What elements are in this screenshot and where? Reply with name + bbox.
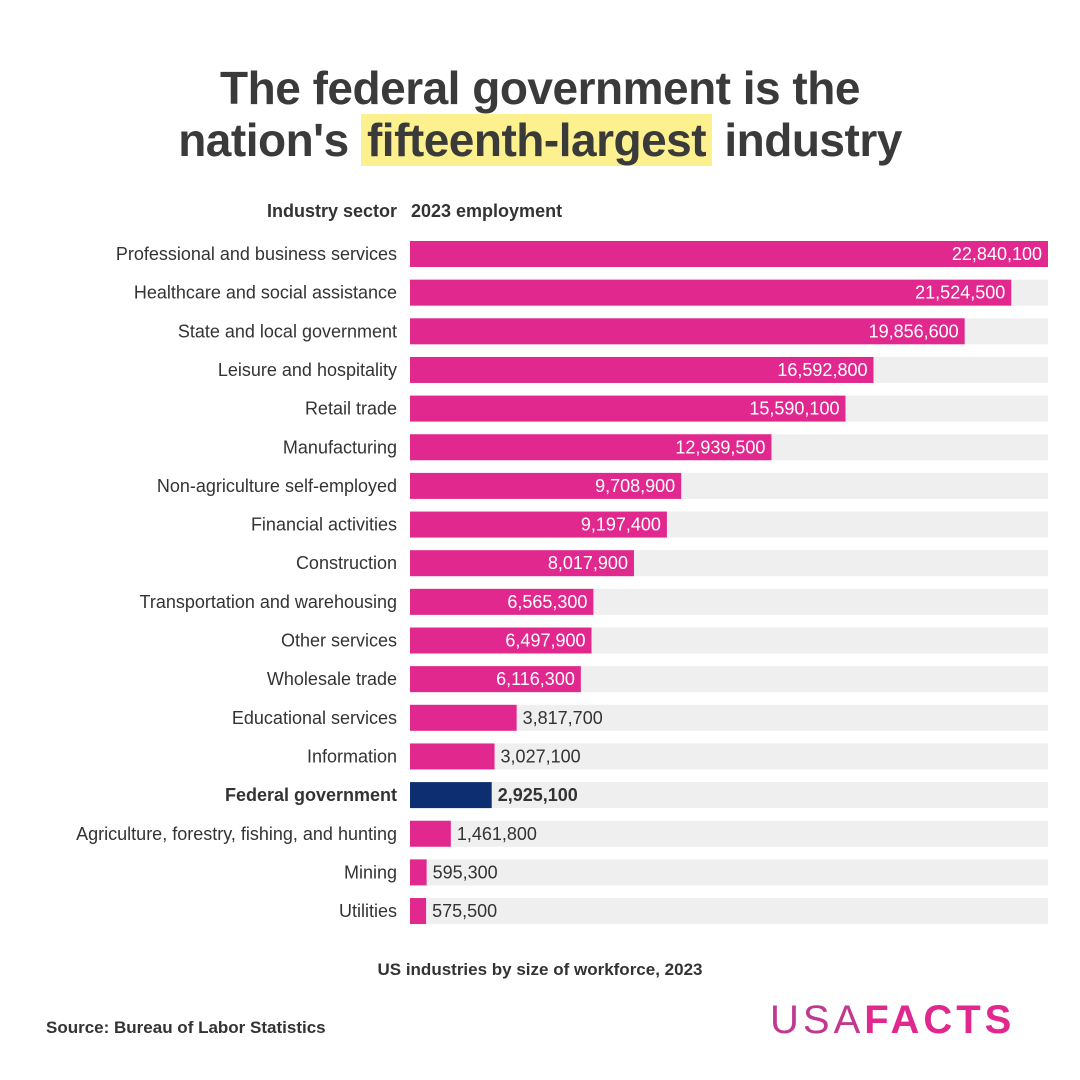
category-label: Agriculture, forestry, fishing, and hunt… [76,824,397,844]
title-line-2: nation's fifteenth-largest industry [0,114,1080,166]
value-label: 6,497,900 [505,631,585,651]
bar [410,588,594,615]
category-label: Leisure and hospitality [218,360,397,380]
value-label: 595,300 [433,862,498,882]
bar [410,666,581,693]
category-label: Financial activities [251,515,397,535]
category-label: Mining [344,862,397,882]
value-label: 9,708,900 [595,476,675,496]
title-post: industry [724,114,902,166]
bar [410,279,1012,306]
category-label: Utilities [339,901,397,921]
bar [410,472,682,499]
bar [410,318,965,345]
category-label: Manufacturing [283,437,397,457]
value-label: 3,027,100 [501,746,581,766]
chart-title: The federal government is the nation's f… [0,62,1080,166]
bar [410,859,427,886]
category-label: Other services [281,631,397,651]
bar-track [410,898,1048,925]
bar [410,395,846,422]
category-header: Industry sector [266,201,397,221]
value-label: 21,524,500 [915,283,1005,303]
bar [410,782,492,809]
category-label: Professional and business services [116,244,397,264]
value-label: 575,500 [432,901,497,921]
bar [410,820,451,847]
value-label: 3,817,700 [523,708,603,728]
value-label: 12,939,500 [675,437,765,457]
bar [410,627,592,654]
bar [410,898,427,925]
bar [410,550,634,577]
value-label: 8,017,900 [548,553,628,573]
value-label: 22,840,100 [952,244,1042,264]
category-label: Information [307,746,397,766]
bar-track [410,782,1048,809]
source-note: Source: Bureau of Labor Statistics [46,1018,326,1037]
value-label: 9,197,400 [581,515,661,535]
category-label: Retail trade [305,399,397,419]
category-label: State and local government [178,321,397,341]
bar [410,743,495,770]
value-label: 16,592,800 [777,360,867,380]
value-label: 19,856,600 [869,321,959,341]
title-highlight: fifteenth-largest [360,114,713,166]
value-label: 2,925,100 [498,785,578,805]
category-label: Transportation and warehousing [140,592,398,612]
value-header: 2023 employment [411,201,563,221]
category-label: Healthcare and social assistance [134,283,397,303]
chart-caption: US industries by size of workforce, 2023 [377,960,703,979]
value-label: 1,461,800 [457,824,537,844]
bar-track [410,820,1048,847]
value-label: 6,116,300 [496,669,575,689]
bar [410,356,874,383]
category-label: Construction [296,553,397,573]
value-label: 6,565,300 [507,592,587,612]
value-label: 15,590,100 [749,399,839,419]
title-pre: nation's [178,114,349,166]
title-line-1: The federal government is the [220,62,860,114]
category-label: Federal government [225,785,397,805]
bar [410,704,517,731]
bar [410,241,1048,267]
bar-track [410,743,1048,770]
bar [410,434,772,461]
category-label: Educational services [232,708,397,728]
bar-track [410,859,1048,886]
bar-chart: Professional and business services 22,840… [76,241,1048,925]
bar [410,511,667,538]
usafacts-logo: USAFACTS [770,998,1016,1042]
category-label: Non-agriculture self-employed [157,476,397,496]
category-label: Wholesale trade [267,669,397,689]
